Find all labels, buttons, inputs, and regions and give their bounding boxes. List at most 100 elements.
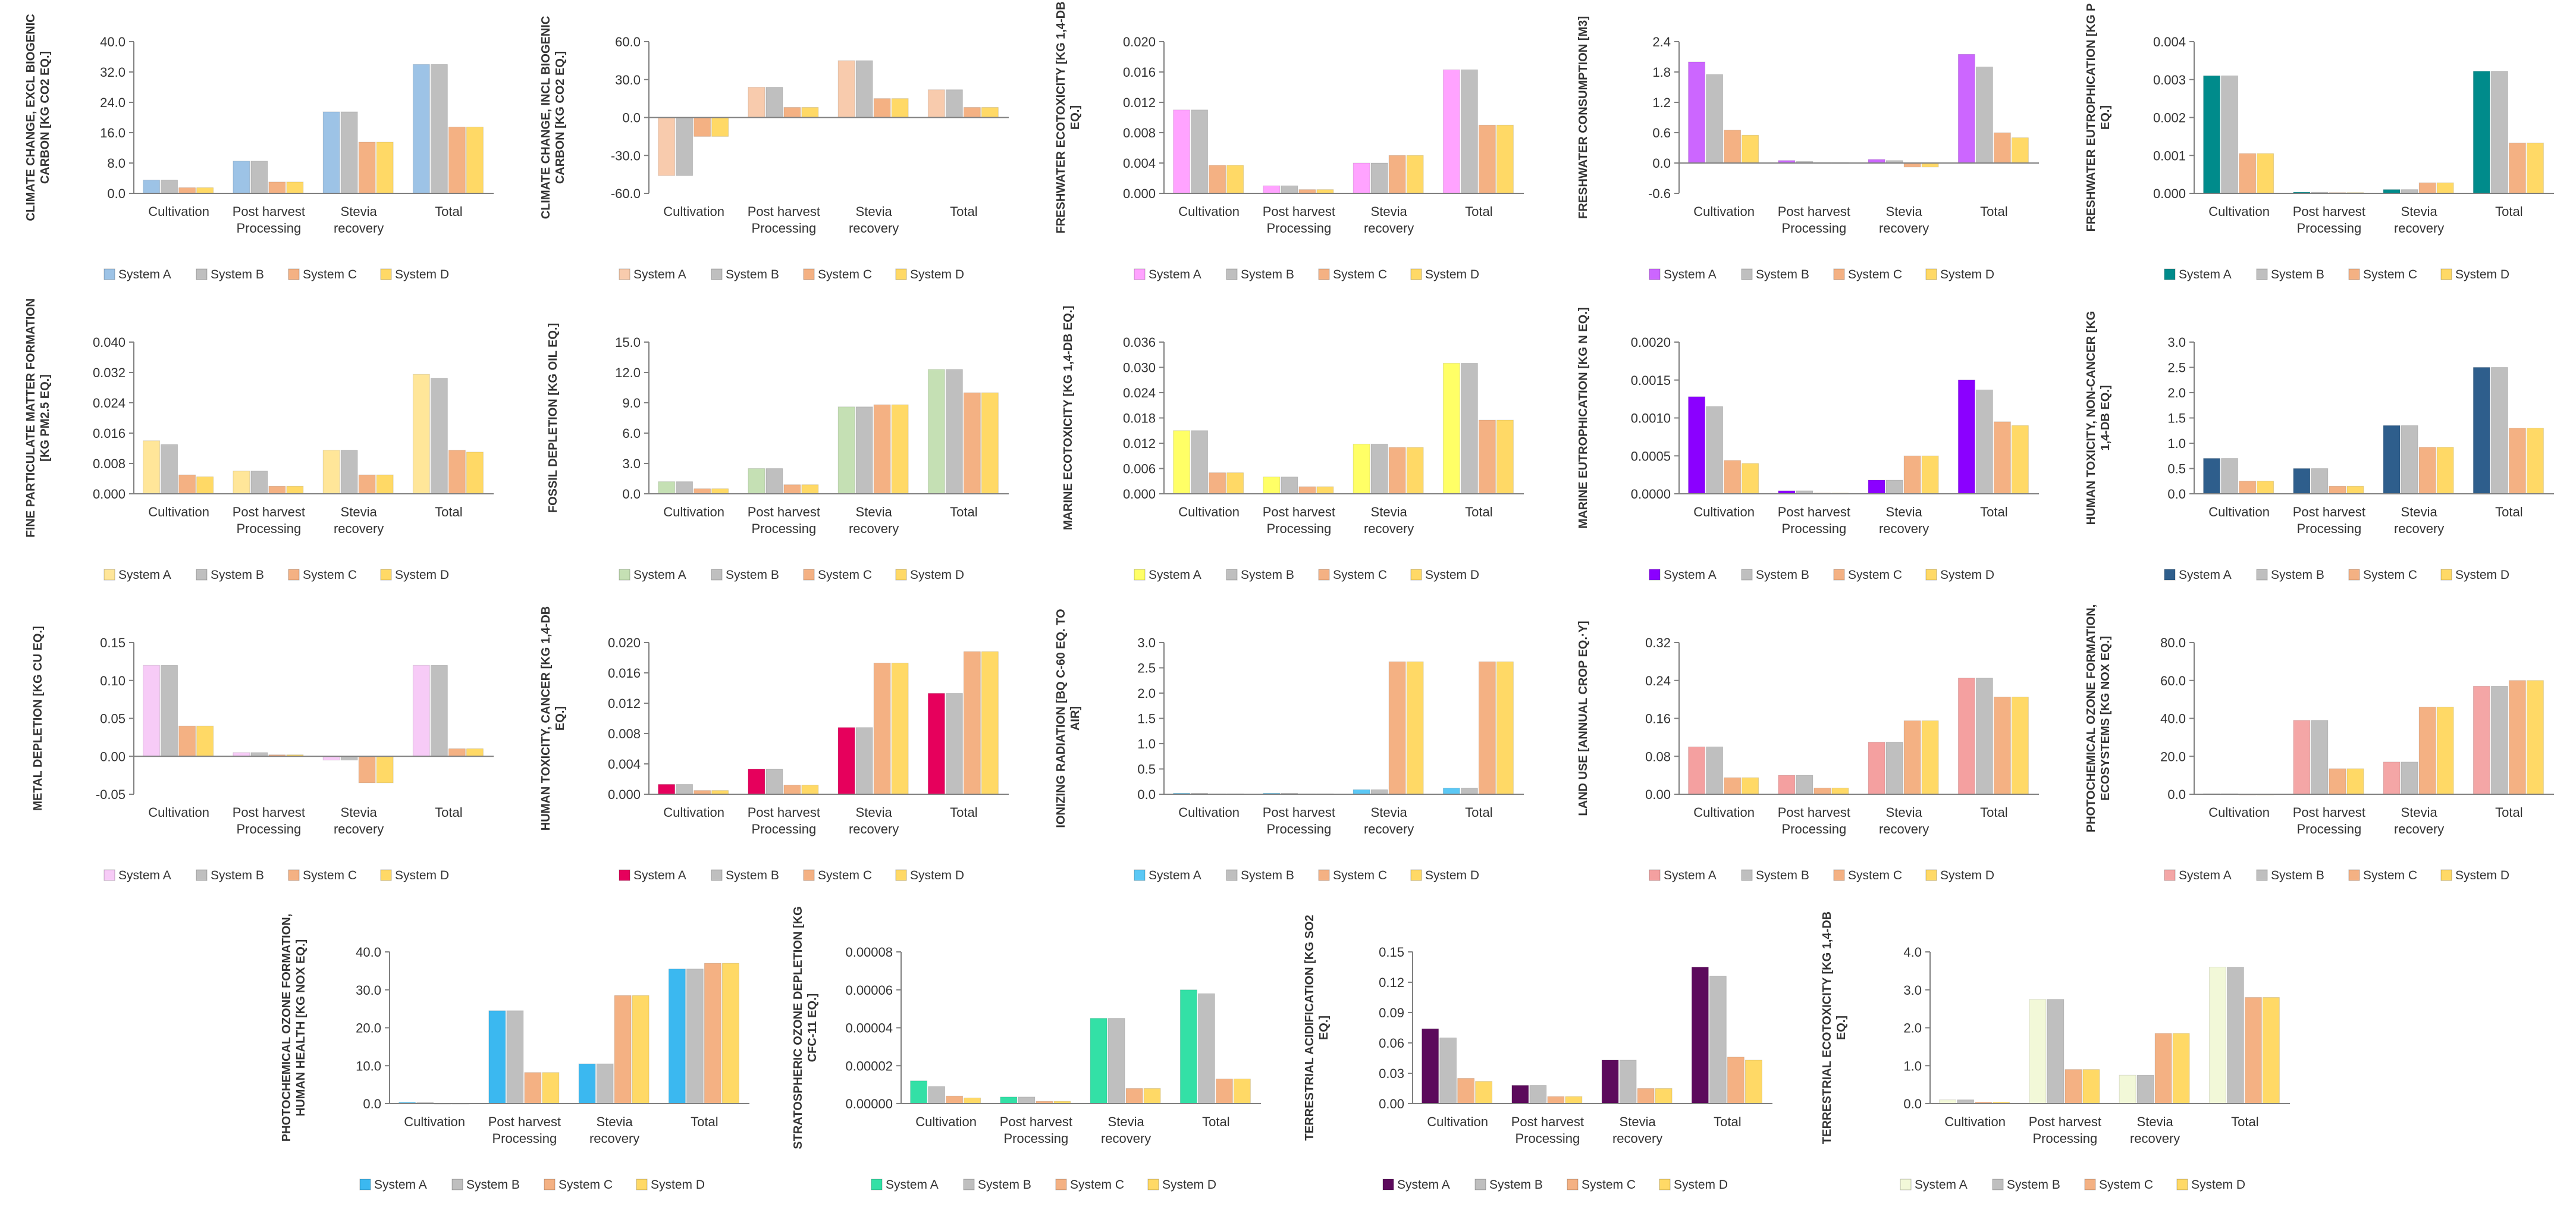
x-tick-label-line: Processing (1266, 221, 1331, 236)
y-tick-label: -30.0 (611, 148, 641, 163)
bar (891, 662, 909, 795)
y-tick-label: 2.0 (2167, 386, 2186, 400)
x-tick-label-line: Processing (2296, 221, 2361, 236)
legend-label: System B (1241, 568, 1294, 582)
x-tick-label: Stevia recovery (849, 204, 899, 236)
x-tick-label-line: Stevia (2401, 505, 2438, 519)
x-tick-label: Post harvest Processing (1778, 204, 1850, 236)
x-tick-label-line: Stevia (856, 805, 893, 820)
x-tick-label: Stevia recovery (1364, 505, 1414, 536)
y-tick-label: 0.0 (1652, 156, 1671, 171)
bar (946, 1095, 964, 1104)
x-tick-label: Total (950, 805, 977, 820)
bar (658, 117, 676, 176)
y-axis-title: FRESHWATER CONSUMPTION [M3] (1577, 16, 1590, 219)
x-tick-label-line: recovery (2394, 822, 2444, 836)
x-tick-label-line: Processing (236, 521, 301, 536)
x-tick-label-line: Stevia (1371, 505, 1408, 519)
bar (376, 142, 394, 194)
y-tick-label: 0.00008 (845, 945, 893, 960)
legend-swatch (2256, 869, 2268, 881)
y-tick-label: 1.2 (1652, 95, 1671, 110)
x-tick-label-line: Post harvest (2029, 1114, 2101, 1129)
x-tick-label-line: Post harvest (1778, 805, 1850, 820)
bar (855, 406, 873, 494)
bar (178, 725, 196, 757)
y-axis-title-line: 1,4-DB EQ.] (2099, 385, 2112, 450)
x-tick-label-line: Post harvest (748, 805, 820, 820)
x-tick-label-line: Stevia (2401, 204, 2438, 219)
bar (837, 60, 855, 118)
bar (1478, 661, 1496, 795)
chart-panel-2: FRESHWATER ECOTOXICITY [KG 1,4-DB EQ.] 0.0… (1055, 1, 1524, 281)
y-tick-label: 8.0 (107, 156, 125, 171)
y-axis-title-line: CFC-11 EQ.] (806, 994, 819, 1063)
x-tick-label-line: recovery (849, 221, 899, 236)
y-tick-label: 0.6 (1652, 126, 1671, 140)
y-axis-title-line: CLIMATE CHANGE, INCL BIOGENIC (539, 16, 553, 219)
legend-label: System B (1756, 568, 1809, 582)
legend-label: System D (1940, 869, 1994, 882)
bar (1353, 443, 1370, 494)
y-axis-title-line: TERRESTRIAL ECOTOXICITY [KG 1,4-DB (1821, 911, 1834, 1144)
bar (1903, 455, 1921, 494)
y-axis-title: HUMAN TOXICITY, NON-CANCER [KG 1,4-DB EQ.… (2085, 311, 2112, 525)
bar (1903, 162, 1921, 168)
legend-label: System C (1848, 268, 1902, 281)
legend-swatch (963, 1179, 975, 1190)
legend-swatch (359, 1179, 371, 1190)
bar (178, 187, 196, 194)
x-tick-label-line: Post harvest (1778, 204, 1850, 219)
legend-swatch (2164, 869, 2176, 881)
x-tick-label-line: Total (950, 204, 977, 219)
y-tick-label: 0.0 (622, 487, 641, 502)
bar (286, 485, 304, 494)
y-tick-label: 15.0 (615, 335, 641, 350)
bar (196, 476, 214, 494)
x-tick-label: Total (435, 505, 462, 519)
legend-swatch (2348, 268, 2360, 280)
x-tick-label-line: Stevia (597, 1114, 633, 1129)
legend-swatch (1649, 569, 1661, 581)
legend-label: System B (2007, 1178, 2060, 1192)
x-tick-label: Cultivation (663, 805, 724, 820)
x-tick-label-line: Stevia (1108, 1114, 1145, 1129)
y-axis-title-line: HUMAN TOXICITY, NON-CANCER [KG (2085, 311, 2098, 525)
bar (801, 107, 819, 118)
y-tick-label: 0.08 (1645, 749, 1671, 764)
bar (2401, 425, 2418, 494)
legend-label: System A (374, 1178, 427, 1192)
x-tick-label: Total (2495, 204, 2522, 219)
y-tick-label: 0.15 (100, 635, 125, 650)
x-tick-label: Post harvest Processing (1263, 505, 1335, 536)
legend-swatch (1833, 268, 1845, 280)
x-tick-label: Cultivation (1178, 204, 1240, 219)
chart-panel-3: FRESHWATER CONSUMPTION [M3] -0.6 0.0 0.6 1.2… (1577, 16, 2039, 281)
legend-swatch (636, 1179, 648, 1190)
y-tick-label: 0.008 (1123, 126, 1156, 140)
bar (2490, 367, 2508, 494)
legend-swatch (2176, 1179, 2188, 1190)
x-tick-label: Total (2495, 505, 2522, 519)
legend-label: System B (211, 268, 264, 281)
bar (2490, 71, 2508, 194)
x-tick-label-line: Stevia (1371, 204, 1408, 219)
bar (466, 452, 484, 494)
bar (268, 485, 286, 494)
legend-label: System C (303, 869, 357, 882)
legend-swatch (1382, 1179, 1394, 1190)
x-tick-label: Post harvest Processing (1778, 805, 1850, 836)
x-tick-label-line: Post harvest (1263, 505, 1335, 519)
legend-label: System B (466, 1178, 520, 1192)
bar (250, 471, 268, 494)
bar (2226, 967, 2244, 1104)
bar (1742, 777, 1759, 795)
bar (596, 1063, 614, 1104)
x-tick-label-line: Stevia (1886, 805, 1923, 820)
legend-label: System C (1070, 1178, 1124, 1192)
x-tick-label: Stevia recovery (1612, 1114, 1662, 1146)
x-tick-label-line: recovery (1364, 221, 1414, 236)
legend-label: System D (1425, 869, 1479, 882)
x-tick-label-line: Stevia (2137, 1114, 2174, 1129)
bar (1215, 1079, 1233, 1104)
